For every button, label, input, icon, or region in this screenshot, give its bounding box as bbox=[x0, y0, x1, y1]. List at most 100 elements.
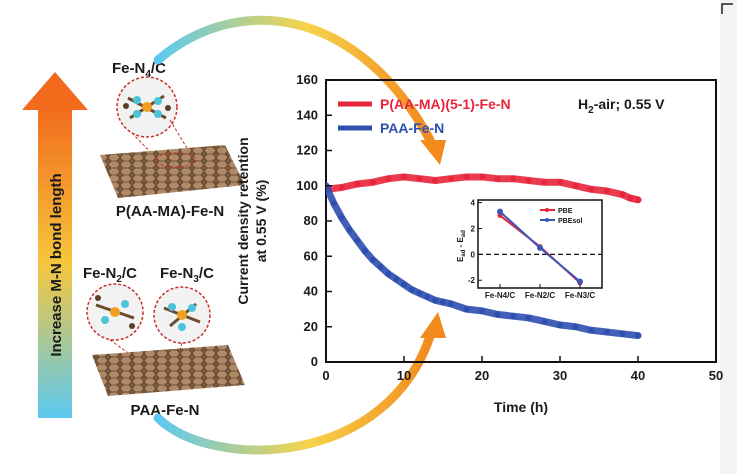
molecule-icon bbox=[95, 295, 135, 329]
inset-frame bbox=[477, 199, 603, 289]
data-point bbox=[369, 256, 376, 263]
data-point bbox=[572, 323, 579, 330]
x-axis-label: Time (h) bbox=[494, 399, 548, 415]
data-point bbox=[385, 270, 392, 277]
data-point bbox=[603, 188, 610, 195]
arrow-shaft bbox=[38, 108, 72, 418]
condition-label: H2-air; 0.55 V bbox=[578, 96, 665, 116]
data-point bbox=[369, 179, 376, 186]
y-tick-label: 60 bbox=[304, 248, 318, 263]
y-tick-label: 100 bbox=[296, 178, 318, 193]
y-tick-label: 120 bbox=[296, 143, 318, 158]
data-point bbox=[510, 175, 517, 182]
y-tick-label: 80 bbox=[304, 213, 318, 228]
data-point bbox=[385, 175, 392, 182]
curved-arrow-bottom bbox=[153, 312, 446, 455]
data-point bbox=[463, 173, 470, 180]
inset-x-tick-label: Fe-N2/C bbox=[525, 291, 555, 300]
inset-legend: PBE PBEsol bbox=[540, 208, 583, 225]
series-band-red bbox=[326, 173, 642, 204]
fe-n2-fe-n3-structure: Fe-N2/C Fe-N3/C PAA-Fe-N bbox=[83, 265, 245, 419]
data-point bbox=[424, 293, 431, 300]
curved-arrow-top bbox=[153, 15, 446, 165]
molecule-icon bbox=[123, 94, 171, 120]
inset-y-tick-label: 2 bbox=[471, 224, 476, 233]
x-tick-label: 0 bbox=[322, 368, 329, 383]
data-point bbox=[401, 281, 407, 288]
data-point bbox=[588, 186, 595, 193]
data-point bbox=[432, 177, 439, 184]
inset-point bbox=[577, 278, 583, 285]
data-point bbox=[635, 332, 641, 339]
x-tick-label: 40 bbox=[631, 368, 645, 383]
data-point bbox=[479, 307, 485, 314]
data-point bbox=[619, 330, 626, 337]
data-point bbox=[447, 175, 454, 182]
fe-n3-label: Fe-N3/C bbox=[160, 265, 214, 285]
data-point bbox=[440, 299, 446, 306]
data-point bbox=[479, 173, 485, 180]
graphene-sheet-top bbox=[100, 145, 245, 198]
x-tick-label: 20 bbox=[475, 368, 489, 383]
x-tick-label: 50 bbox=[709, 368, 723, 383]
corner-bracket bbox=[721, 3, 733, 14]
data-point bbox=[588, 327, 595, 334]
data-point bbox=[557, 321, 563, 328]
y-tick-label: 160 bbox=[296, 72, 318, 87]
data-point bbox=[627, 195, 634, 202]
fe-n4-label: Fe-N4/C bbox=[112, 60, 166, 80]
data-point bbox=[557, 179, 563, 186]
y-tick-label: 0 bbox=[311, 354, 318, 369]
data-point bbox=[494, 311, 501, 318]
data-point bbox=[401, 173, 407, 180]
data-point bbox=[416, 290, 423, 297]
fe-n4-structure: Fe-N4/C P(AA-MA)-Fe-N bbox=[100, 60, 245, 220]
data-point bbox=[362, 247, 368, 254]
legend-entry-blue: PAA-Fe-N bbox=[380, 120, 444, 136]
data-point bbox=[619, 191, 626, 198]
y-tick-label: 140 bbox=[296, 107, 318, 122]
inset-legend-pbe: PBE bbox=[558, 208, 573, 215]
data-point bbox=[603, 329, 610, 336]
molecule-icon bbox=[163, 302, 201, 331]
catalyst-label-top: P(AA-MA)-Fe-N bbox=[116, 203, 224, 220]
inset-y-tick-label: -2 bbox=[468, 276, 476, 285]
y-tick-label: 20 bbox=[304, 319, 318, 334]
data-point bbox=[377, 263, 384, 270]
inset-point bbox=[497, 208, 503, 215]
inset-y-tick-label: 4 bbox=[471, 199, 476, 208]
inset-y-axis-label: Ead - Ead bbox=[456, 230, 467, 262]
data-point bbox=[447, 300, 454, 307]
y-axis-label-line2: at 0.55 V (%) bbox=[253, 180, 269, 262]
data-point bbox=[541, 318, 548, 325]
data-point bbox=[346, 226, 353, 233]
data-point bbox=[541, 179, 548, 186]
data-point bbox=[525, 177, 532, 184]
catalyst-label-bottom: PAA-Fe-N bbox=[131, 402, 200, 419]
data-point bbox=[572, 182, 579, 189]
data-point bbox=[408, 286, 415, 293]
legend-entry-red: P(AA-MA)(5-1)-Fe-N bbox=[380, 96, 511, 112]
data-point bbox=[393, 276, 400, 283]
data-point bbox=[635, 196, 641, 203]
y-tick-label: 40 bbox=[304, 284, 318, 299]
inset-point bbox=[537, 244, 543, 251]
inset-chart: -2 0 2 4 Fe-N4/C Fe-N2/C Fe-N3/C Ead - Ead PBE… bbox=[456, 199, 603, 300]
data-point bbox=[525, 314, 532, 321]
data-point bbox=[432, 297, 439, 304]
x-tick-label: 10 bbox=[397, 368, 411, 383]
graphene-sheet-bottom bbox=[92, 345, 245, 396]
data-point bbox=[354, 180, 361, 187]
inset-legend-pbesol: PBEsol bbox=[558, 218, 583, 225]
x-tick-label: 30 bbox=[553, 368, 567, 383]
data-point bbox=[416, 175, 423, 182]
data-point bbox=[354, 237, 361, 244]
inset-x-tick-label: Fe-N3/C bbox=[565, 291, 595, 300]
inset-y-tick-label: 0 bbox=[471, 250, 476, 259]
data-point bbox=[338, 214, 345, 221]
data-point bbox=[494, 175, 501, 182]
fe-n2-label: Fe-N2/C bbox=[83, 265, 137, 285]
